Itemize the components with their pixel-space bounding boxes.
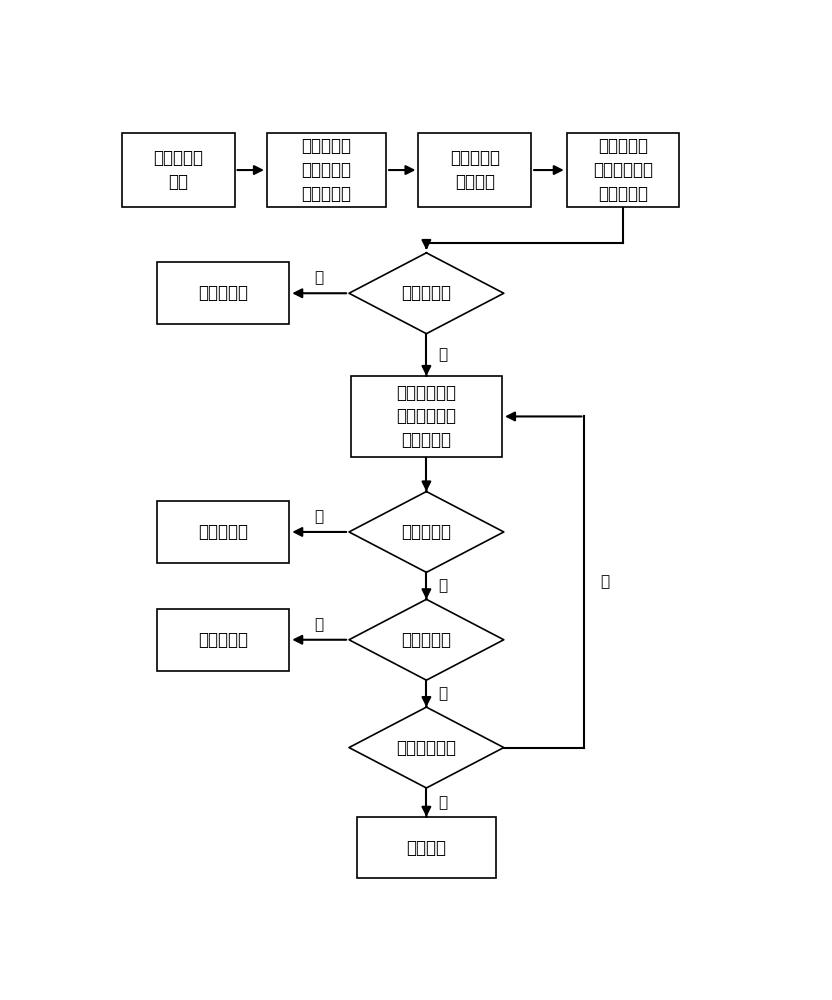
Text: 是: 是 bbox=[438, 347, 447, 362]
Bar bbox=[418, 133, 531, 207]
Text: 校验位正确: 校验位正确 bbox=[401, 284, 452, 302]
Bar bbox=[267, 133, 386, 207]
Bar bbox=[157, 609, 290, 671]
Polygon shape bbox=[349, 253, 504, 334]
Polygon shape bbox=[349, 707, 504, 788]
Polygon shape bbox=[349, 492, 504, 572]
Text: 野值，剔除: 野值，剔除 bbox=[198, 284, 248, 302]
Text: 否: 否 bbox=[314, 617, 324, 632]
Text: 帧计数连续: 帧计数连续 bbox=[401, 631, 452, 649]
Bar bbox=[350, 376, 503, 457]
Text: 是: 是 bbox=[438, 795, 447, 810]
Text: 否: 否 bbox=[314, 270, 324, 285]
Bar bbox=[121, 133, 235, 207]
Bar bbox=[567, 133, 680, 207]
Text: 否: 否 bbox=[601, 574, 610, 589]
Text: 遥测帧结构
分析: 遥测帧结构 分析 bbox=[153, 149, 203, 191]
Text: 否: 否 bbox=[314, 509, 324, 524]
Text: 缓存一帧数
据，获取帧计
数、校验位: 缓存一帧数 据，获取帧计 数、校验位 bbox=[593, 137, 653, 203]
Text: 野值，剔除: 野值，剔除 bbox=[198, 631, 248, 649]
Text: 是: 是 bbox=[438, 578, 447, 593]
Text: 确定帧长、
帧计数、校
验位等字段: 确定帧长、 帧计数、校 验位等字段 bbox=[301, 137, 351, 203]
Bar bbox=[157, 262, 290, 324]
Text: 处理结束: 处理结束 bbox=[406, 839, 447, 857]
Text: 校验位正确: 校验位正确 bbox=[401, 523, 452, 541]
Text: 最后一帧数据: 最后一帧数据 bbox=[396, 739, 457, 757]
Bar bbox=[157, 501, 290, 563]
Text: 缓存下一帧数
据，获取帧计
数、校验位: 缓存下一帧数 据，获取帧计 数、校验位 bbox=[396, 384, 457, 449]
Polygon shape bbox=[349, 599, 504, 680]
Text: 是: 是 bbox=[438, 686, 447, 701]
Bar bbox=[357, 817, 496, 878]
Text: 创建读指针
顺序读取: 创建读指针 顺序读取 bbox=[450, 149, 500, 191]
Text: 野值，剔除: 野值，剔除 bbox=[198, 523, 248, 541]
